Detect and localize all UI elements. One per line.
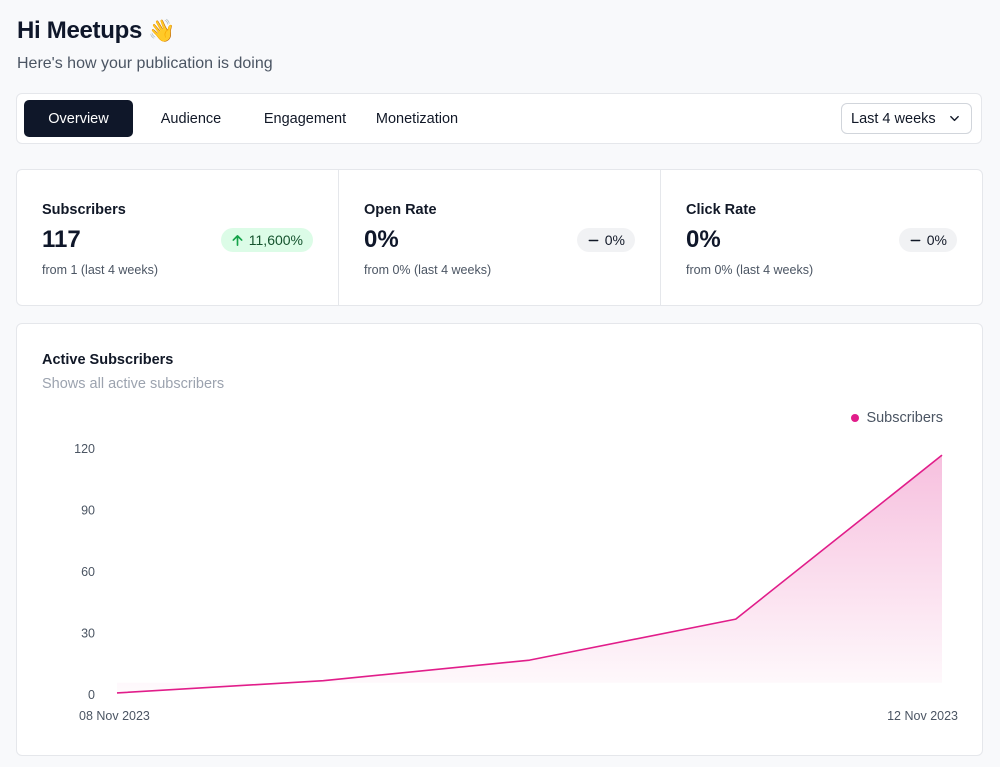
stat-open-rate: Open Rate 0% 0% from 0% (last 4 weeks) (338, 170, 660, 305)
stat-subtext: from 0% (last 4 weeks) (364, 263, 492, 277)
waving-hand-icon: 👋 (148, 18, 176, 43)
y-tick-label: 120 (74, 442, 95, 456)
tab-audience[interactable]: Audience (160, 110, 222, 127)
tab-engagement[interactable]: Engagement (263, 110, 347, 127)
chart-subtitle: Shows all active subscribers (42, 376, 225, 392)
date-range-value: Last 4 weeks (851, 110, 936, 127)
minus-icon (910, 239, 921, 241)
arrow-up-icon (232, 234, 243, 246)
page-subtitle: Here's how your publication is doing (17, 55, 273, 72)
stat-subtext: from 1 (last 4 weeks) (42, 263, 159, 277)
chart-title: Active Subscribers (42, 352, 174, 368)
series-area (117, 455, 942, 693)
change-badge: 0% (898, 228, 957, 252)
x-tick-label: 12 Nov 2023 (887, 709, 958, 723)
stats-card: Subscribers 117 11,600% from 1 (last 4 w… (16, 169, 983, 306)
y-tick-label: 60 (81, 565, 95, 579)
legend-label: Subscribers (866, 410, 943, 426)
active-subscribers-card: Active Subscribers Shows all active subs… (16, 323, 983, 756)
y-tick-label: 30 (81, 627, 95, 641)
y-tick-label: 90 (81, 504, 95, 518)
page-title: Hi Meetups 👋 (17, 17, 175, 45)
greeting-text: Hi Meetups (17, 17, 143, 44)
chart-legend: Subscribers (851, 410, 943, 426)
change-badge: 0% (576, 228, 635, 252)
tab-overview[interactable]: Overview (24, 100, 133, 137)
tab-bar: Overview Audience Engagement Monetizatio… (16, 93, 982, 144)
change-badge-text: 11,600% (248, 232, 303, 248)
stat-subtext: from 0% (last 4 weeks) (686, 263, 814, 277)
x-tick-label: 08 Nov 2023 (79, 709, 150, 723)
stat-label: Click Rate (686, 202, 757, 218)
y-tick-label: 0 (88, 688, 95, 702)
stat-label: Open Rate (364, 202, 437, 218)
stat-value: 0% (364, 226, 399, 253)
chevron-down-icon (950, 115, 959, 122)
stat-label: Subscribers (42, 202, 126, 218)
tab-monetization[interactable]: Monetization (375, 110, 459, 127)
stat-value: 0% (686, 226, 721, 253)
stat-value: 117 (42, 226, 81, 253)
change-badge: 11,600% (220, 228, 313, 252)
date-range-select[interactable]: Last 4 weeks (841, 103, 972, 134)
stat-subscribers: Subscribers 117 11,600% from 1 (last 4 w… (17, 170, 338, 305)
change-badge-text: 0% (926, 232, 947, 248)
stat-click-rate: Click Rate 0% 0% from 0% (last 4 weeks) (660, 170, 982, 305)
minus-icon (588, 239, 599, 241)
change-badge-text: 0% (604, 232, 625, 248)
legend-dot (851, 414, 860, 422)
subscribers-chart: 0 30 60 90 120 08 Nov 2023 12 Nov 2023 (74, 442, 958, 723)
